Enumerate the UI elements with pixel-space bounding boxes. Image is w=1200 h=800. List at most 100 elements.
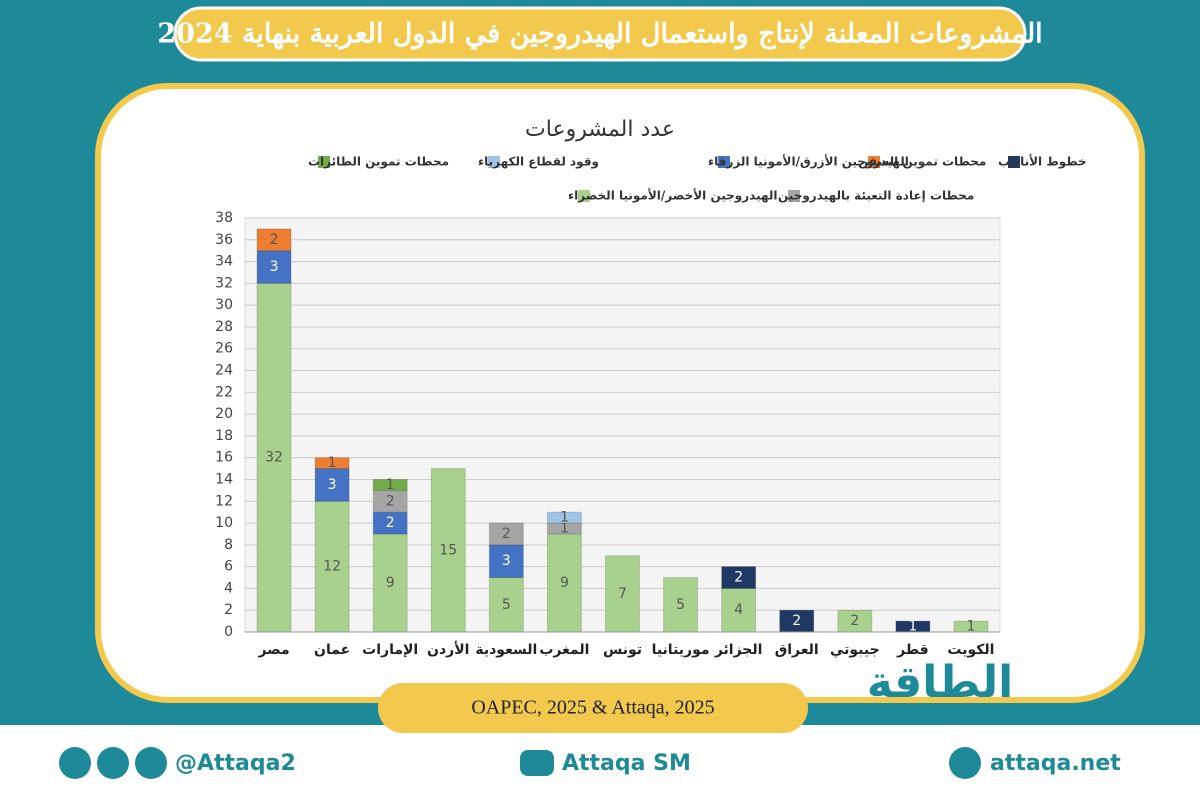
- data-label: 2: [734, 570, 743, 586]
- legend-swatch: [788, 190, 800, 202]
- instagram-icon: [97, 747, 129, 779]
- y-tick-label: 10: [215, 515, 233, 531]
- page-title: المشروعات المعلنة لإنتاج واستعمال الهيدر…: [157, 19, 1042, 51]
- x-icon: [59, 747, 91, 779]
- data-label: 2: [792, 613, 801, 629]
- data-label: 1: [908, 619, 917, 635]
- bar-segment: [430, 468, 466, 633]
- bar-segment: [372, 478, 408, 491]
- legend-label: خطوط الأنابيب: [998, 154, 1087, 170]
- legend-swatch: [868, 156, 880, 168]
- y-tick-label: 22: [215, 384, 233, 400]
- bar-segment: [488, 522, 524, 546]
- legend-label: محطات تموين الطائرات: [308, 155, 449, 170]
- title-banner: [173, 6, 1027, 62]
- source-pill: [378, 683, 808, 733]
- legend-label: محطات إعادة التعبئة بالهيدروجين: [778, 189, 974, 204]
- data-label: 5: [676, 597, 685, 613]
- y-tick-label: 36: [215, 232, 233, 248]
- bar-segment: [256, 282, 292, 633]
- legend-swatch: [318, 156, 330, 168]
- bar-segment: [721, 566, 757, 589]
- x-tick-label: مصر: [257, 642, 289, 658]
- legend-swatch: [488, 156, 500, 168]
- bar-segment: [546, 533, 582, 633]
- x-tick-label: الأردن: [427, 641, 469, 658]
- y-tick-label: 30: [215, 297, 233, 313]
- youtube-handle: Attaqa SM: [562, 751, 691, 776]
- legend-label: الهيدروجين الأخضر/الأمونيا الخضراء: [568, 188, 778, 204]
- data-label: 2: [386, 515, 395, 531]
- y-tick-label: 28: [215, 319, 233, 335]
- bar-segment: [663, 577, 699, 633]
- website: attaqa.net: [990, 751, 1121, 776]
- legend-label: محطات تموين السفن: [858, 155, 986, 170]
- data-label: 3: [502, 553, 511, 569]
- y-tick-label: 24: [215, 363, 233, 379]
- data-label: 1: [560, 521, 569, 537]
- bar-segment: [605, 555, 640, 633]
- data-label: 2: [270, 232, 279, 248]
- y-tick-label: 34: [215, 254, 233, 270]
- web-icon: [949, 747, 981, 779]
- footer-bg: [0, 725, 1200, 800]
- x-tick-label: قطر: [896, 642, 929, 658]
- x-tick-label: العراق: [775, 642, 819, 658]
- data-label: 7: [618, 586, 627, 602]
- y-tick-label: 12: [215, 493, 233, 509]
- x-tick-label: عمان: [314, 642, 350, 658]
- y-tick-label: 8: [224, 537, 233, 553]
- data-label: 3: [328, 477, 337, 493]
- y-tick-label: 20: [215, 406, 233, 422]
- y-tick-label: 14: [215, 471, 233, 487]
- y-tick-label: 32: [215, 275, 233, 291]
- data-label: 5: [502, 597, 511, 613]
- y-tick-label: 6: [224, 559, 233, 575]
- y-tick-label: 2: [224, 602, 233, 618]
- x-tick-label: جيبوتي: [830, 642, 880, 658]
- data-label: 12: [323, 559, 341, 575]
- data-label: 9: [560, 575, 569, 591]
- x-tick-label: الكويت: [947, 642, 994, 658]
- data-label: 1: [386, 477, 395, 493]
- x-tick-label: السعودية: [475, 642, 537, 658]
- x-tick-label: موريتانيا: [652, 642, 710, 658]
- x-tick-label: الإمارات: [362, 642, 418, 658]
- data-label: 1: [967, 619, 976, 635]
- facebook-icon: [135, 747, 167, 779]
- data-label: 1: [328, 455, 337, 471]
- y-tick-label: 0: [224, 624, 233, 640]
- data-label: 1: [560, 510, 569, 526]
- y-tick-label: 18: [215, 428, 233, 444]
- bar-segment: [314, 457, 350, 470]
- bar-segment: [546, 511, 582, 524]
- data-label: 2: [502, 526, 511, 542]
- legend-label: وقود لقطاع الكهرباء: [478, 155, 599, 170]
- data-label: 32: [265, 450, 283, 466]
- youtube-icon: [520, 750, 554, 776]
- y-tick-label: 4: [224, 580, 233, 596]
- logo-name: الطاقة: [867, 657, 1013, 708]
- bar-segment: [256, 250, 292, 284]
- chart-title: عدد المشروعات: [525, 117, 675, 142]
- bar-segment: [488, 577, 524, 633]
- bar-segment: [256, 228, 292, 252]
- y-tick-label: 16: [215, 450, 233, 466]
- source: OAPEC, 2025 & Attaqa, 2025: [471, 697, 714, 719]
- legend-swatch: [578, 190, 590, 202]
- data-label: 2: [386, 493, 395, 509]
- x-tick-label: المغرب: [539, 642, 589, 658]
- data-label: 15: [439, 542, 457, 558]
- data-label: 9: [386, 575, 395, 591]
- y-tick-label: 26: [215, 341, 233, 357]
- legend-swatch: [1008, 156, 1020, 168]
- x-tick-label: الجزائر: [714, 642, 763, 658]
- x-tick-label: تونس: [603, 642, 642, 658]
- y-tick-label: 38: [215, 210, 233, 226]
- logo-latin: ATTAQA: [906, 705, 985, 718]
- data-label: 4: [734, 602, 743, 618]
- legend-swatch: [718, 156, 730, 168]
- legend-label: الهيدروجين الأزرق/الأمونيا الزرقاء: [708, 154, 909, 170]
